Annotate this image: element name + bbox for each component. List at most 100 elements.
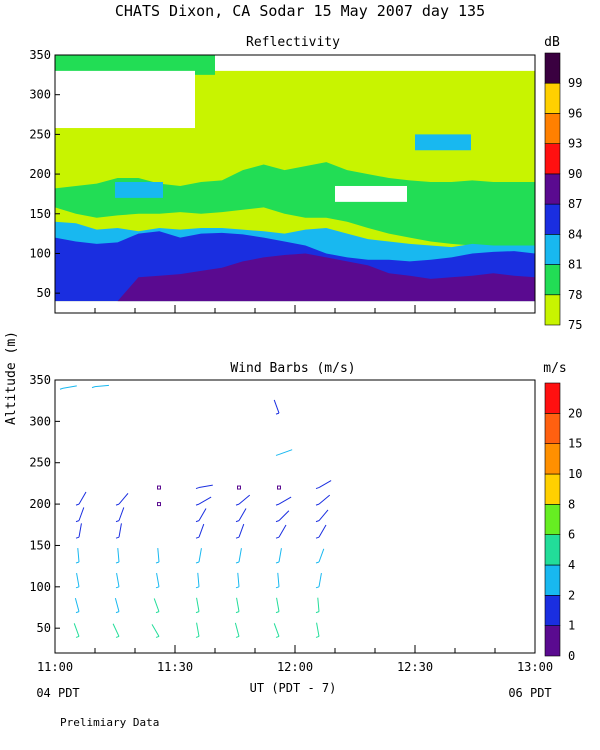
wind-barb-1156-40-staff: [273, 623, 280, 637]
wind-barb-1116-100-staff: [116, 572, 120, 587]
wind-barb-1106-180-flag: [75, 520, 80, 523]
wind-barb-1156-180-staff: [278, 510, 290, 521]
wind-barb-1116-160-staff: [118, 523, 122, 538]
wind-barb-1146-40-flag: [235, 635, 240, 638]
wind-barb-1126-100-staff: [156, 572, 160, 587]
wind-barb-1136-130: [195, 548, 202, 564]
reflectivity-ytick-label-50: 50: [37, 286, 51, 300]
reflectivity-colorbar-swatch-99: [544, 52, 561, 84]
wind-barb-1146-40: [234, 622, 240, 638]
wind-barb-1156-220: [277, 485, 281, 490]
wind-barb-1146-200-flag: [235, 503, 240, 506]
wind-barb-1146-220: [237, 485, 241, 490]
reflectivity-colorbar-label-84: 84: [568, 227, 582, 241]
wind-barb-1106-100: [75, 572, 80, 589]
wind-barb-1156-260: [275, 449, 293, 456]
wind-barb-1206-200-staff: [318, 494, 331, 505]
wind-barb-1146-100-staff: [237, 572, 240, 587]
reflectivity-ytick-label-150: 150: [29, 207, 51, 221]
wind-barb-1156-200-staff: [278, 496, 292, 505]
wind-barb-1206-200-flag: [315, 503, 320, 506]
wind-barb-1126-40-flag: [155, 635, 160, 638]
wind-barb-1146-160: [235, 523, 245, 539]
wind-barb-1136-40-staff: [196, 622, 200, 637]
wind-barb-1146-70-flag: [235, 611, 240, 614]
wind-barb-1116-180-flag: [115, 520, 120, 523]
reflectivity-colorbar-label-90: 90: [568, 167, 582, 181]
wind-barb-1206-160: [315, 524, 327, 539]
wind-barb-1126-220: [157, 485, 161, 490]
wind-barb-1206-40-flag: [315, 635, 320, 638]
wind-barb-1116-160-flag: [115, 536, 120, 539]
wind-barb-1156-260-flag: [275, 453, 280, 456]
altitude-axis-label: Altitude (m): [4, 331, 19, 425]
reflectivity-ytick-label-100: 100: [29, 246, 51, 260]
wind-barb-1146-160-flag: [235, 536, 240, 539]
wind-barb-1106-70-flag: [75, 611, 80, 614]
wind-barb-1106-180: [75, 507, 85, 523]
wind-barb-1206-100-staff: [318, 572, 322, 587]
wind-colorbar-label-15: 15: [568, 437, 582, 451]
wind-barb-1146-70-staff: [236, 597, 240, 612]
wind-barb-1146-100-flag: [235, 586, 240, 589]
reflectivity-ytick-label-350: 350: [29, 48, 51, 62]
wind-barb-1102-340-staff: [62, 385, 77, 389]
wind-barb-1116-130-staff: [117, 548, 120, 563]
wind-barb-1206-160-staff: [318, 524, 327, 538]
wind-barb-1116-180-staff: [118, 507, 125, 521]
wind-barb-1136-160-staff: [198, 523, 205, 538]
wind-barb-1206-130-staff: [318, 548, 325, 563]
wind-colorbar-label-10: 10: [568, 467, 582, 481]
figure-title: CHATS Dixon, CA Sodar 15 May 2007 day 13…: [115, 2, 485, 20]
wind-barb-1146-70: [235, 597, 240, 614]
wind-xtick-label-1230: 12:30: [397, 660, 433, 674]
reflectivity-colorbar-label-81: 81: [568, 258, 582, 272]
wind-barb-1156-40: [273, 623, 280, 638]
reflectivity-layers: [55, 55, 535, 302]
wind-barb-1156-160-staff: [278, 524, 287, 538]
wind-barb-1116-40-staff: [112, 623, 120, 637]
wind-barb-1206-130-flag: [315, 561, 320, 564]
wind-barb-1156-180-flag: [275, 520, 280, 523]
wind-barb-1156-100-staff: [277, 572, 280, 587]
wind-barb-1106-130: [75, 548, 80, 564]
wind-barb-1126-130-staff: [157, 548, 160, 563]
wind-barb-1116-70-flag: [115, 611, 120, 614]
wind-colorbar-label-4: 4: [568, 558, 575, 572]
wind-barb-1206-220-staff: [318, 480, 332, 488]
x-axis-label: UT (PDT - 7): [250, 681, 337, 695]
reflectivity-patch-81db-2: [415, 134, 471, 151]
wind-barb-1116-130-flag: [115, 561, 120, 564]
wind-barb-1156-180: [275, 510, 290, 523]
wind-barb-1156-160-flag: [275, 536, 280, 539]
wind-barb-1156-100-flag: [275, 586, 280, 589]
wind-barb-1136-180-staff: [198, 508, 207, 521]
wind-colorbar: 0 1 2 4 6 8 10 15 20: [544, 382, 582, 663]
wind-barb-1106-100-flag: [75, 586, 80, 589]
wind-xtick-label-1100: 11:00: [37, 660, 73, 674]
wind-barb-1106-40: [73, 623, 80, 638]
wind-barbs-title: Wind Barbs (m/s): [230, 361, 355, 376]
reflectivity-ytick-label-200: 200: [29, 167, 51, 181]
wind-barb-1136-100: [195, 572, 200, 589]
wind-barb-1106-100-staff: [76, 572, 80, 587]
wind-barb-1146-130-flag: [235, 561, 240, 564]
wind-barb-1156-100: [275, 572, 280, 589]
wind-barb-1102-340-flag: [59, 387, 64, 390]
wind-colorbar-label-0: 0: [568, 649, 575, 663]
reflectivity-colorbar-label-93: 93: [568, 137, 582, 151]
wind-colorbar-swatch-0: [544, 625, 561, 657]
reflectivity-ytick-label-250: 250: [29, 127, 51, 141]
reflectivity-colorbar-swatch-87: [544, 173, 561, 205]
wind-barb-1146-160-staff: [238, 523, 245, 538]
reflectivity-patch-81db-1: [115, 182, 163, 198]
reflectivity-colorbar-swatch-96: [544, 82, 561, 114]
wind-barb-1116-130: [115, 548, 120, 564]
wind-barb-1146-130-staff: [238, 548, 242, 563]
reflectivity-ytick-label-300: 300: [29, 88, 51, 102]
wind-xtick-label-1130: 11:30: [157, 660, 193, 674]
wind-barb-1116-40-flag: [115, 635, 120, 638]
wind-barb-1136-220-staff: [198, 484, 213, 489]
wind-barb-1156-160: [275, 524, 287, 539]
